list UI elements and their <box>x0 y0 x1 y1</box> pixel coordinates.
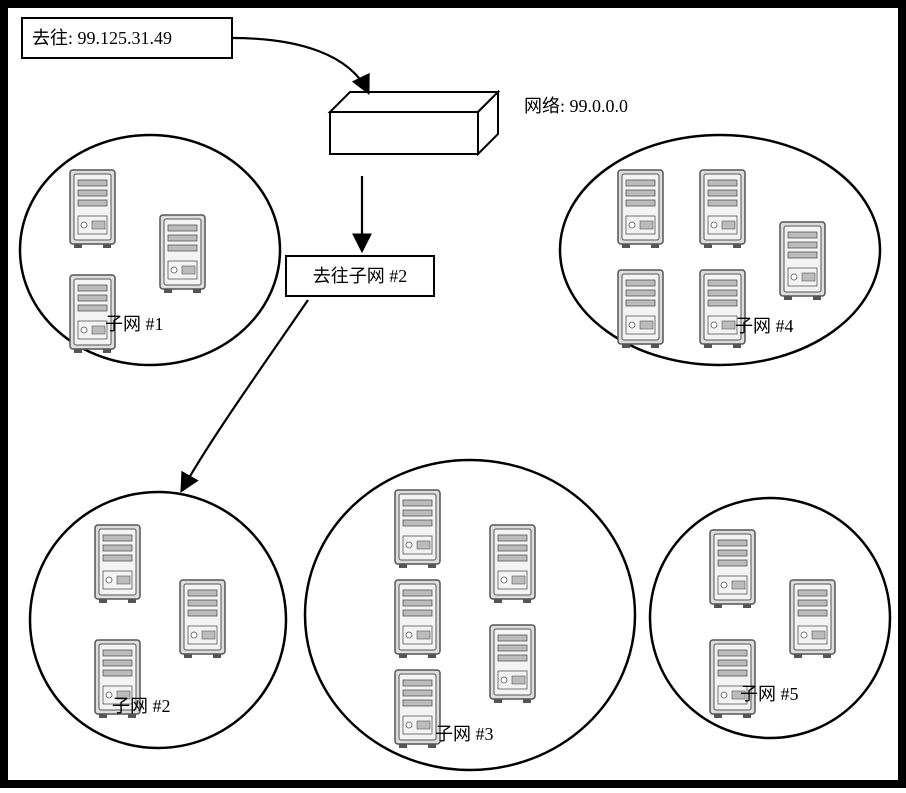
diagram-stage: 子网 #1 子网 #4 子网 #2 子网 #3 子网 #5 网络: 99.0.0.0 去往:… <box>0 0 906 788</box>
server-icon <box>70 170 115 248</box>
server-icon <box>395 490 440 568</box>
subnet-label: 子网 #1 <box>105 314 164 334</box>
server-icon <box>790 580 835 658</box>
server-icon <box>700 270 745 348</box>
router-icon <box>330 92 498 154</box>
server-icon <box>780 222 825 300</box>
server-icon <box>700 170 745 248</box>
server-icon <box>160 215 205 293</box>
server-icon <box>395 580 440 658</box>
server-icon <box>490 625 535 703</box>
router-label: 网络: 99.0.0.0 <box>524 96 628 116</box>
server-icon <box>618 170 663 248</box>
subnet-label: 子网 #4 <box>735 316 794 336</box>
server-icon <box>95 525 140 603</box>
server-icon <box>490 525 535 603</box>
server-icon <box>618 270 663 348</box>
subnet-label: 子网 #5 <box>740 684 799 704</box>
subnet-label: 子网 #3 <box>435 724 494 744</box>
server-icon <box>710 530 755 608</box>
server-icon <box>395 670 440 748</box>
server-icon <box>710 640 755 718</box>
route-label: 去往子网 #2 <box>313 266 408 286</box>
subnet-label: 子网 #2 <box>112 696 171 716</box>
diagram-svg: 子网 #1 子网 #4 子网 #2 子网 #3 子网 #5 网络: 99.0.0.0 去往:… <box>0 0 906 788</box>
destination-label: 去往: 99.125.31.49 <box>32 28 172 48</box>
server-icon <box>180 580 225 658</box>
